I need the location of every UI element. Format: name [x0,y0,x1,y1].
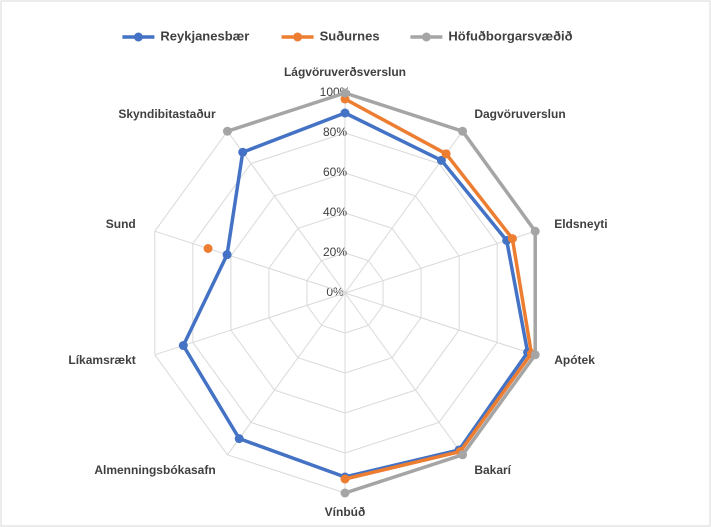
series-marker [530,350,540,360]
series-marker [340,108,350,118]
series-marker [238,147,248,157]
series-marker [436,155,446,165]
spoke [344,292,463,456]
category-label: Skyndibitastaður [118,107,216,121]
legend-label: Suðurnes [320,28,380,43]
legend-marker [133,32,143,42]
legend-label: Höfuðborgarsvæðið [448,28,572,43]
category-label: Lágvöruverðsverslun [284,65,406,79]
spoke [227,292,346,456]
series-line [344,97,534,481]
r-tick-label: 80% [323,125,347,139]
series-marker [178,341,188,351]
category-label: Almenningsbókasafn [94,463,215,477]
category-label: Bakarí [474,463,511,477]
series-marker [441,149,451,159]
series-marker [340,474,350,484]
category-label: Líkamsrækt [68,353,135,367]
legend-marker [293,32,303,42]
series-marker [507,234,517,244]
series-marker [458,126,468,136]
series-marker [203,244,213,254]
spoke [344,292,536,356]
series-marker [222,250,232,260]
category-label: Eldsneyti [554,217,607,231]
category-label: Vínbúð [325,505,366,519]
legend-marker [421,32,431,42]
series-marker [458,450,468,460]
category-label: Apótek [554,353,595,367]
series-line-close [225,91,347,133]
series-line-close [240,111,347,154]
series-marker [340,488,350,498]
legend-label: Reykjanesbær [160,28,249,43]
r-tick-label: 40% [323,205,347,219]
series-marker [222,126,232,136]
category-label: Dagvöruverslun [474,107,565,121]
series-marker [234,434,244,444]
series-line [181,111,530,479]
category-label: Sund [106,217,136,231]
spoke [227,130,346,294]
spoke [154,230,346,294]
series-line [344,91,537,495]
r-tick-label: 60% [323,165,347,179]
series-marker [340,88,350,98]
series-marker [530,226,540,236]
r-tick-label: 20% [323,245,347,259]
